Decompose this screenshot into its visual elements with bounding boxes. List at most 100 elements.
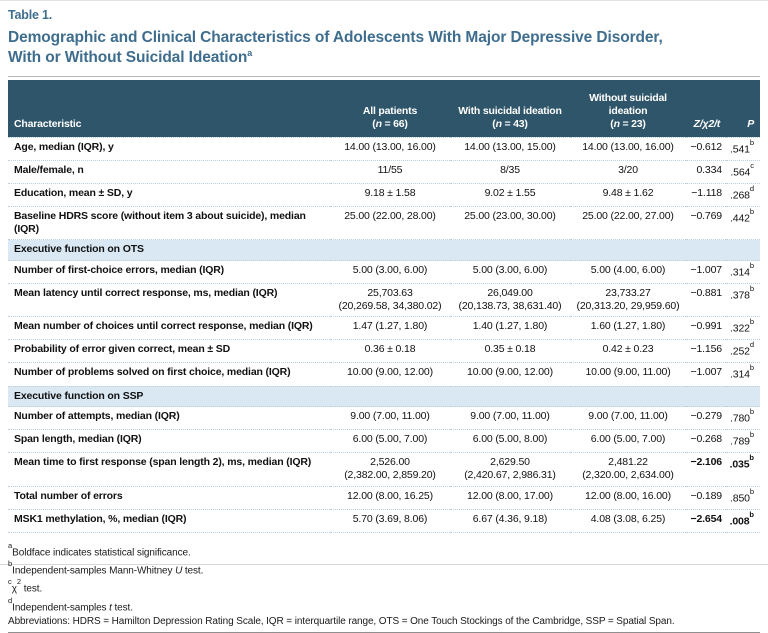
characteristics-table: Characteristic All patients (n = 66) With… bbox=[8, 80, 760, 533]
table-row: Baseline HDRS score (without item 3 abou… bbox=[8, 206, 760, 240]
footnote-text: Boldface indicates statistical significa… bbox=[12, 547, 191, 559]
table-row: Age, median (IQR), y 14.00 (13.00, 16.00)… bbox=[8, 137, 760, 160]
row-statistic: −1.007 bbox=[690, 264, 722, 276]
row-value: 26,049.00 (20,138.73, 38,631.40) bbox=[458, 287, 562, 312]
footnote-text: test. bbox=[21, 583, 43, 595]
section-row: Executive function on OTS bbox=[8, 239, 760, 261]
row-statistic: −0.189 bbox=[690, 489, 722, 502]
row-value: 2,481.22 (2,320.00, 2,634.00) bbox=[582, 456, 674, 481]
row-p-value: .252d bbox=[729, 340, 754, 358]
row-statistic: −2.654 bbox=[690, 512, 722, 525]
footnotes: aBoldface indicates statistical signific… bbox=[8, 541, 760, 615]
row-p-value: .378b bbox=[729, 284, 754, 302]
row-value: 0.36 ± 0.18 bbox=[364, 343, 416, 356]
row-statistic: −1.007 bbox=[690, 366, 722, 379]
p-footnote-marker: b bbox=[749, 284, 754, 294]
row-value: 25,703.63 (20,269.58, 34,380.02) bbox=[338, 287, 442, 312]
p-footnote-marker: b bbox=[749, 407, 754, 417]
p-footnote-marker: b bbox=[749, 363, 754, 373]
n-symbol: n bbox=[613, 117, 620, 130]
p-footnote-marker: d bbox=[749, 184, 754, 194]
col-header-characteristic: Characteristic bbox=[8, 80, 330, 138]
p-footnote-marker: b bbox=[749, 207, 754, 217]
row-value: 10.00 (9.00, 11.00) bbox=[585, 366, 671, 379]
table-row: Number of problems solved on first choic… bbox=[8, 362, 760, 386]
row-label: Number of problems solved on first choic… bbox=[14, 366, 291, 379]
group-count: (n = 66) bbox=[372, 117, 408, 130]
row-value: 25.00 (23.00, 30.00) bbox=[464, 210, 556, 223]
footnote-text: U bbox=[175, 565, 183, 577]
table-row: Male/female, n 11/55 8/35 3/20 0.334 .564c bbox=[8, 160, 760, 184]
row-value: 6.67 (4.36, 9.18) bbox=[472, 512, 548, 525]
p-footnote-marker: b bbox=[749, 137, 754, 147]
row-label: Baseline HDRS score (without item 3 abou… bbox=[14, 210, 306, 235]
row-p-value: .008b bbox=[729, 509, 754, 528]
row-p-value: .789b bbox=[729, 430, 754, 448]
group-label: Without suicidal ideation bbox=[589, 91, 667, 117]
row-label: Age, median (IQR), y bbox=[14, 140, 114, 153]
row-statistic: −1.118 bbox=[691, 187, 722, 200]
row-value: 9.48 ± 1.62 bbox=[602, 187, 654, 200]
row-statistic: −0.268 bbox=[690, 433, 722, 446]
row-label: MSK1 methylation, %, median (IQR) bbox=[14, 512, 187, 525]
row-p-value: .442b bbox=[729, 207, 754, 225]
row-value: 6.00 (5.00, 7.00) bbox=[352, 433, 428, 446]
p-footnote-marker: d bbox=[749, 340, 754, 350]
row-value: 9.00 (7.00, 11.00) bbox=[470, 410, 550, 423]
row-value: 14.00 (13.00, 16.00) bbox=[344, 140, 436, 153]
table-row: Mean latency until correct response, ms,… bbox=[8, 283, 760, 317]
row-label: Span length, median (IQR) bbox=[14, 433, 142, 446]
row-p-value: .322b bbox=[729, 317, 754, 335]
group-count: (n = 23) bbox=[610, 117, 646, 130]
col-header-statistic: Z/χ2/t bbox=[686, 80, 726, 138]
row-statistic: −2.106 bbox=[690, 456, 722, 469]
row-value: 8/35 bbox=[500, 164, 520, 177]
p-footnote-marker: b bbox=[749, 486, 754, 496]
p-footnote-marker: b bbox=[749, 453, 754, 463]
n-symbol: n bbox=[495, 117, 502, 130]
row-p-value: .850b bbox=[729, 486, 754, 505]
row-statistic: −0.881 bbox=[690, 287, 722, 300]
table-row: MSK1 methylation, %, median (IQR) 5.70 (3… bbox=[8, 509, 760, 532]
row-value: 11/55 bbox=[377, 164, 403, 177]
row-value: 0.35 ± 0.18 bbox=[484, 343, 536, 356]
table-row: Mean time to first response (span length… bbox=[8, 452, 760, 486]
footnote-text: test. bbox=[182, 565, 204, 577]
row-value: 9.18 ± 1.58 bbox=[364, 187, 416, 200]
row-value: 14.00 (13.00, 16.00) bbox=[582, 140, 674, 153]
row-label: Total number of errors bbox=[14, 489, 123, 502]
table-row: Number of attempts, median (IQR) 9.00 (7.… bbox=[8, 406, 760, 430]
footnote-line: aBoldface indicates statistical signific… bbox=[8, 541, 760, 560]
row-value: 10.00 (9.00, 12.00) bbox=[467, 366, 553, 379]
row-statistic: −1.156 bbox=[690, 343, 722, 356]
row-value: 10.00 (9.00, 12.00) bbox=[347, 366, 433, 379]
n-symbol: n bbox=[375, 117, 382, 130]
row-value: 1.47 (1.27, 1.80) bbox=[352, 320, 428, 333]
row-value: 9.00 (7.00, 11.00) bbox=[588, 410, 668, 423]
row-statistic: −0.279 bbox=[690, 410, 722, 423]
p-footnote-marker: c bbox=[750, 161, 754, 171]
row-p-value: .564c bbox=[730, 161, 754, 179]
row-p-value: .780b bbox=[729, 407, 754, 425]
row-value: 14.00 (13.00, 15.00) bbox=[464, 140, 556, 153]
row-label: Mean time to first response (span length… bbox=[14, 456, 312, 469]
footnote-text: Independent-samples Mann-Whitney bbox=[12, 565, 176, 577]
row-label: Probability of error given correct, mean… bbox=[14, 343, 231, 356]
footnote-line: dIndependent-samples t test. bbox=[8, 596, 760, 615]
row-value: 5.00 (4.00, 6.00) bbox=[590, 264, 666, 276]
row-value: 12.00 (8.00, 16.00) bbox=[585, 489, 671, 502]
table-row: Education, mean ± SD, y 9.18 ± 1.58 9.02 ±… bbox=[8, 183, 760, 207]
row-value: 6.00 (5.00, 7.00) bbox=[590, 433, 666, 446]
row-statistic: −0.612 bbox=[690, 140, 722, 153]
col-header-without-suicidal-ideation: Without suicidal ideation (n = 23) bbox=[570, 80, 686, 138]
row-value: 0.42 ± 0.23 bbox=[602, 343, 654, 356]
row-value: 6.00 (5.00, 8.00) bbox=[472, 433, 548, 446]
table-number: Table 1. bbox=[8, 8, 53, 22]
row-value: 3/20 bbox=[618, 164, 638, 177]
p-footnote-marker: b bbox=[749, 509, 754, 519]
col-header-all-patients: All patients (n = 66) bbox=[330, 80, 450, 138]
table-title-text: Demographic and Clinical Characteristics… bbox=[8, 29, 663, 67]
row-value: 5.00 (3.00, 6.00) bbox=[352, 264, 428, 276]
row-label: Male/female, n bbox=[14, 164, 84, 177]
